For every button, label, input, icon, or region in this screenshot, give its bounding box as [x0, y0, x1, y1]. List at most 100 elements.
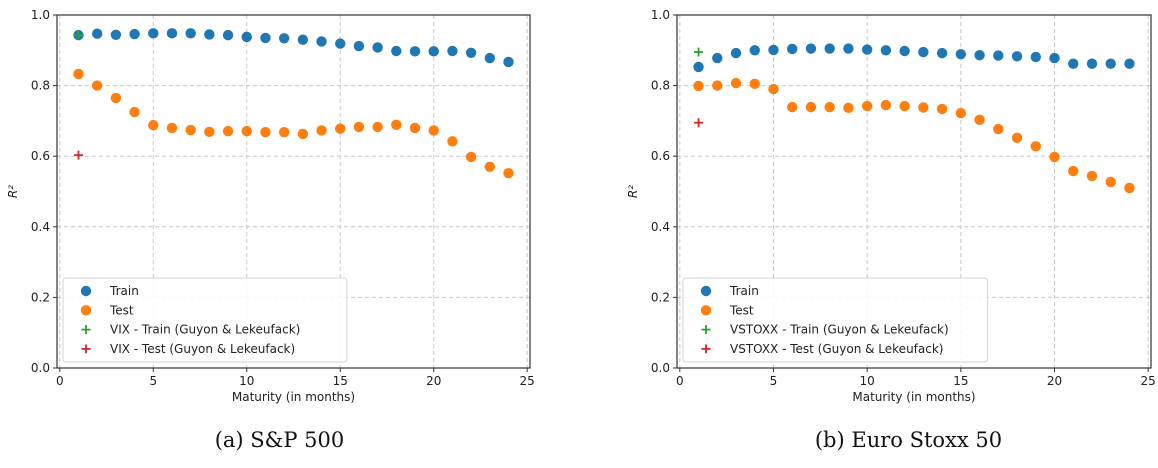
- x-axis-label: Maturity (in months): [852, 390, 975, 404]
- legend-marker-circle: [700, 285, 712, 297]
- data-point: [1086, 58, 1098, 69]
- data-point: [260, 126, 271, 138]
- data-point: [185, 124, 196, 136]
- data-point: [1124, 182, 1135, 194]
- data-point: [391, 45, 402, 57]
- plot-frame: [56, 14, 531, 369]
- y-tick-label: 0.6: [651, 149, 670, 163]
- y-axis-label: R²: [626, 185, 640, 198]
- data-point: [241, 125, 252, 137]
- data-point: [484, 52, 496, 64]
- chart-caption: (b) Euro Stoxx 50: [814, 428, 1003, 452]
- y-tick-label: 0.0: [651, 361, 670, 375]
- legend-marker-circle: [80, 305, 92, 316]
- data-point: [316, 36, 327, 47]
- data-point: [73, 68, 84, 80]
- y-tick-label: 0.8: [31, 79, 50, 93]
- series-vstoxx-test-guyon-lekeufack-: [694, 118, 704, 128]
- data-point: [730, 77, 742, 89]
- data-point: [955, 48, 967, 60]
- legend-item: Test: [80, 303, 134, 317]
- data-point: [391, 119, 402, 130]
- x-tick-label: 25: [520, 374, 535, 388]
- data-point: [843, 43, 854, 54]
- data-point: [693, 80, 704, 92]
- data-point: [1049, 52, 1060, 64]
- data-point: [730, 47, 742, 59]
- data-point: [166, 28, 178, 39]
- data-point: [503, 56, 514, 68]
- x-tick-label: 15: [333, 374, 348, 388]
- y-tick-label: 0.8: [651, 79, 670, 93]
- data-point: [805, 43, 817, 54]
- x-tick-label: 0: [676, 374, 684, 388]
- legend-marker-circle: [700, 305, 712, 316]
- series-train: [73, 28, 514, 68]
- data-point: [768, 44, 779, 56]
- data-point: [993, 50, 1004, 61]
- x-tick-label: 25: [1141, 374, 1156, 388]
- legend-label: Train: [729, 284, 759, 298]
- data-point: [749, 45, 760, 56]
- x-tick-label: 10: [239, 374, 254, 388]
- data-point: [148, 28, 159, 39]
- data-point: [861, 44, 873, 55]
- data-point: [372, 121, 383, 133]
- data-point: [899, 100, 910, 112]
- data-point: [465, 47, 477, 58]
- data-point: [409, 122, 421, 134]
- y-tick-label: 0.2: [651, 290, 670, 304]
- x-tick-label: 5: [149, 374, 157, 388]
- data-point: [297, 128, 309, 140]
- series-test: [693, 77, 1135, 194]
- legend-item: Train: [700, 284, 759, 298]
- data-point: [297, 34, 309, 45]
- data-point: [335, 123, 346, 134]
- data-point: [316, 125, 327, 136]
- chart-caption: (a) S&P 500: [214, 428, 345, 452]
- y-tick-label: 1.0: [31, 8, 50, 22]
- data-point: [335, 38, 346, 49]
- data-point: [712, 52, 723, 64]
- data-point: [428, 125, 439, 136]
- legend-label: Train: [109, 284, 139, 298]
- data-point: [861, 100, 873, 112]
- data-point: [204, 29, 215, 40]
- chart-panel-eurostoxx50: 0 5 10 15 20 25 0.0 0.2 0.4 0.6 0.8 1.0 Maturity (in…: [579, 0, 1158, 468]
- data-point: [749, 78, 760, 90]
- data-point: [712, 80, 723, 91]
- data-point: [1068, 58, 1079, 69]
- data-point-plus: [694, 47, 704, 57]
- data-marks: [693, 43, 1135, 194]
- legend-label: VIX - Test (Guyon & Lekeufack): [110, 342, 295, 356]
- legend-label: VSTOXX - Test (Guyon & Lekeufack): [730, 342, 943, 356]
- data-point: [91, 28, 103, 39]
- data-point: [824, 43, 835, 54]
- chart-panel-sp500: 0 5 10 15 20 25 0.0 0.2 0.4 0.6 0.8 1.0 Maturity (in…: [6, 8, 535, 452]
- legend-item: VIX - Test (Guyon & Lekeufack): [81, 342, 295, 356]
- data-point: [465, 151, 477, 163]
- x-tick-label: 5: [770, 374, 778, 388]
- data-point: [204, 126, 215, 138]
- series-vix-test-guyon-lekeufack-: [74, 150, 83, 160]
- data-point: [693, 61, 704, 73]
- data-point: [166, 122, 178, 134]
- data-point: [1124, 58, 1135, 69]
- legend: Train Test VSTOXX - Train (Guyon & Lekeufa…: [682, 277, 989, 363]
- data-point: [899, 45, 910, 57]
- legend-marker-circle: [80, 285, 92, 297]
- data-point-plus: [74, 150, 83, 160]
- data-point: [110, 29, 122, 40]
- data-point: [787, 101, 798, 113]
- y-tick-label: 0.2: [31, 290, 50, 304]
- x-tick-label: 0: [56, 374, 64, 388]
- data-point: [1030, 51, 1041, 63]
- x-tick-label: 15: [953, 374, 968, 388]
- series-test: [73, 68, 514, 179]
- data-point: [129, 106, 140, 118]
- legend-label: VIX - Train (Guyon & Lekeufack): [110, 323, 300, 337]
- data-point: [768, 83, 779, 95]
- data-point: [918, 102, 929, 113]
- data-point: [955, 107, 967, 119]
- data-point: [353, 121, 365, 133]
